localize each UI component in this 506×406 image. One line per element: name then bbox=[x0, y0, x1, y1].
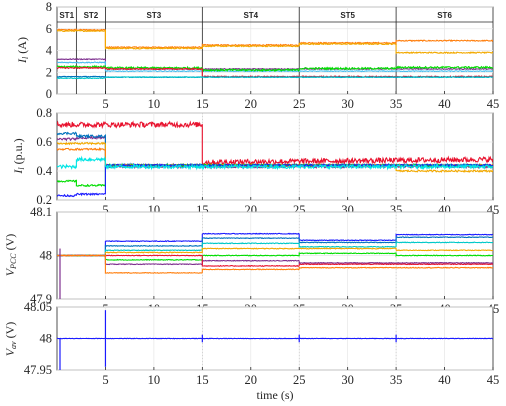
xtick-1-0: 5 bbox=[102, 97, 108, 111]
series-line-3-2 bbox=[57, 236, 493, 257]
xtick-4-1: 10 bbox=[148, 373, 161, 387]
series-line-3-1 bbox=[57, 232, 493, 257]
xtick-4-7: 40 bbox=[438, 373, 451, 387]
series-line-1-1 bbox=[57, 28, 493, 49]
series-line-1-5 bbox=[57, 64, 493, 73]
ylabel-1: Il (A) bbox=[15, 37, 30, 64]
ytick-2-0: 0.2 bbox=[36, 193, 52, 207]
xtick-1-5: 30 bbox=[341, 97, 354, 111]
xtick-1-2: 15 bbox=[196, 97, 209, 111]
panel-vav: 47.95 48 48.05 5 10 15 20 25 30 35 40 45 Vav (V)… bbox=[3, 300, 499, 402]
series-line-3-6 bbox=[57, 254, 493, 266]
xtick-1-8: 45 bbox=[487, 97, 500, 111]
ytick-3-1: 48 bbox=[40, 249, 53, 263]
series-line-3-4 bbox=[57, 247, 493, 257]
stage-label-4: ST4 bbox=[243, 11, 258, 20]
series-line-3-5 bbox=[57, 252, 493, 261]
ytick-1-4: 8 bbox=[46, 0, 52, 14]
ytick-2-2: 0.6 bbox=[36, 135, 52, 149]
series-line-2-7 bbox=[57, 162, 493, 198]
ytick-3-0: 47.9 bbox=[30, 292, 52, 306]
xtick-4-8: 45 bbox=[487, 373, 500, 387]
xtick-4-0: 5 bbox=[102, 373, 108, 387]
stage-label-3: ST3 bbox=[147, 11, 162, 20]
plot-area-2 bbox=[56, 112, 494, 201]
xtick-1-4: 25 bbox=[293, 97, 306, 111]
series-line-3-3 bbox=[57, 241, 493, 257]
xtick-1-6: 35 bbox=[390, 97, 403, 111]
ytick-1-1: 2 bbox=[46, 65, 52, 79]
stage-label-1: ST1 bbox=[59, 11, 74, 20]
xtick-4-6: 35 bbox=[390, 373, 403, 387]
xtick-1-1: 10 bbox=[148, 97, 161, 111]
ytick-1-3: 6 bbox=[46, 22, 52, 36]
ylabel-3: VPCC (V) bbox=[3, 234, 18, 277]
ylabel-4: Vav (V) bbox=[3, 322, 18, 357]
series-line-2-8 bbox=[57, 155, 493, 171]
series-line-1-8 bbox=[57, 76, 493, 80]
xtick-4-3: 20 bbox=[245, 373, 258, 387]
stage-label-6: ST6 bbox=[437, 11, 452, 20]
xtick-4-2: 15 bbox=[196, 373, 209, 387]
ytick-4-1: 48 bbox=[40, 332, 53, 346]
stage-label-5: ST5 bbox=[340, 11, 355, 20]
ylabel-2: Il (p.u.) bbox=[11, 138, 26, 174]
series-line-2-3 bbox=[57, 120, 493, 166]
ytick-4-2: 48.05 bbox=[24, 300, 52, 314]
ytick-3-2: 48.1 bbox=[30, 205, 52, 219]
xtick-2-0: 5 bbox=[102, 203, 108, 217]
ytick-1-2: 4 bbox=[46, 44, 53, 58]
series-line-1-2 bbox=[57, 29, 493, 55]
series-line-1-4 bbox=[57, 60, 493, 73]
series-line-4-1 bbox=[57, 337, 493, 340]
panel-load-current-amps: ST1 ST2 ST3 ST4 ST5 ST6 0 2 4 6 8 5 10 15 20 25 30… bbox=[15, 0, 499, 111]
series-line-3-7 bbox=[57, 254, 493, 268]
xtick-1-7: 40 bbox=[438, 97, 451, 111]
ytick-2-3: 0.8 bbox=[36, 106, 52, 120]
xtick-4-4: 25 bbox=[293, 373, 306, 387]
xlabel: time (s) bbox=[257, 388, 294, 402]
ytick-2-1: 0.4 bbox=[36, 164, 52, 178]
panel-load-current-pu: 0.2 0.4 0.6 0.8 5 10 15 20 25 30 35 40 45 Il (p.… bbox=[11, 106, 499, 217]
ytick-1-0: 0 bbox=[46, 87, 52, 101]
series-line-3-8 bbox=[57, 254, 493, 274]
stage-label-2: ST2 bbox=[84, 11, 99, 20]
xtick-4-5: 30 bbox=[341, 373, 354, 387]
xtick-1-3: 20 bbox=[245, 97, 258, 111]
ytick-4-0: 47.95 bbox=[24, 363, 52, 377]
